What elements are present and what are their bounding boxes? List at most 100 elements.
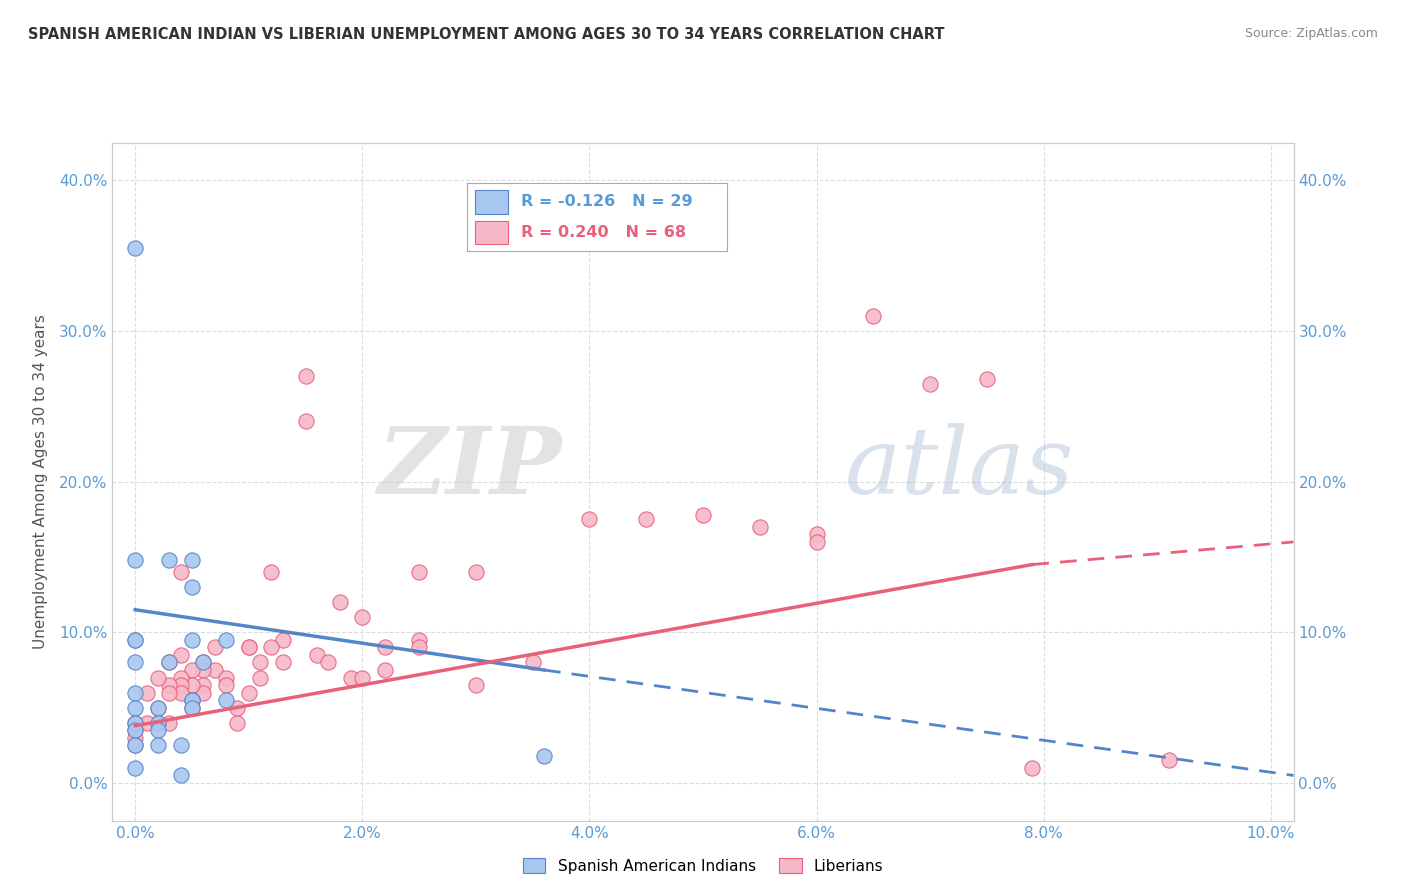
Point bbox=[124, 632, 146, 647]
Point bbox=[522, 656, 544, 670]
Point bbox=[169, 685, 191, 699]
Point bbox=[135, 715, 157, 730]
Point bbox=[124, 656, 146, 670]
Point bbox=[157, 685, 180, 699]
Point bbox=[374, 663, 396, 677]
Point bbox=[135, 685, 157, 699]
Point bbox=[249, 671, 271, 685]
Point bbox=[193, 663, 215, 677]
Point bbox=[260, 640, 283, 655]
Point bbox=[157, 656, 180, 670]
Point bbox=[636, 512, 658, 526]
Point bbox=[169, 565, 191, 579]
Point bbox=[181, 700, 204, 714]
Point bbox=[260, 565, 283, 579]
Point bbox=[124, 700, 146, 714]
Point bbox=[238, 640, 260, 655]
Point bbox=[124, 731, 146, 745]
Point bbox=[294, 414, 316, 428]
Point bbox=[215, 671, 238, 685]
Text: SPANISH AMERICAN INDIAN VS LIBERIAN UNEMPLOYMENT AMONG AGES 30 TO 34 YEARS CORRE: SPANISH AMERICAN INDIAN VS LIBERIAN UNEM… bbox=[28, 27, 945, 42]
Point bbox=[146, 715, 169, 730]
Text: R = -0.126   N = 29: R = -0.126 N = 29 bbox=[522, 194, 693, 210]
Point bbox=[181, 693, 204, 707]
Point bbox=[146, 715, 169, 730]
Point bbox=[157, 656, 180, 670]
Point bbox=[124, 715, 146, 730]
Point bbox=[374, 640, 396, 655]
Point bbox=[352, 610, 374, 624]
Point bbox=[124, 241, 146, 255]
Point bbox=[157, 553, 180, 567]
Point bbox=[146, 700, 169, 714]
Point bbox=[806, 527, 828, 541]
Point bbox=[181, 693, 204, 707]
Point bbox=[238, 640, 260, 655]
Point bbox=[1157, 753, 1180, 767]
Point bbox=[169, 671, 191, 685]
Point bbox=[124, 723, 146, 738]
Point bbox=[169, 739, 191, 753]
Bar bbox=[475, 190, 509, 214]
Point bbox=[193, 678, 215, 692]
Point bbox=[124, 685, 146, 699]
Point bbox=[1021, 761, 1043, 775]
Point bbox=[193, 685, 215, 699]
Text: ZIP: ZIP bbox=[377, 423, 561, 513]
Point bbox=[204, 663, 226, 677]
Point bbox=[464, 565, 486, 579]
Point bbox=[124, 553, 146, 567]
Point bbox=[181, 700, 204, 714]
Y-axis label: Unemployment Among Ages 30 to 34 years: Unemployment Among Ages 30 to 34 years bbox=[32, 314, 48, 649]
Point bbox=[124, 723, 146, 738]
Point bbox=[862, 309, 884, 323]
Point bbox=[124, 761, 146, 775]
Point bbox=[146, 671, 169, 685]
Point bbox=[193, 656, 215, 670]
Point bbox=[464, 678, 486, 692]
Point bbox=[215, 678, 238, 692]
Point bbox=[204, 640, 226, 655]
Point bbox=[124, 632, 146, 647]
Point bbox=[748, 520, 770, 534]
Point bbox=[181, 580, 204, 594]
Bar bbox=[475, 220, 509, 244]
Point bbox=[169, 648, 191, 662]
Legend: Spanish American Indians, Liberians: Spanish American Indians, Liberians bbox=[516, 852, 890, 880]
Text: Source: ZipAtlas.com: Source: ZipAtlas.com bbox=[1244, 27, 1378, 40]
Point bbox=[578, 512, 600, 526]
Point bbox=[181, 553, 204, 567]
Point bbox=[215, 632, 238, 647]
Point bbox=[169, 768, 191, 782]
Point bbox=[249, 656, 271, 670]
Point bbox=[408, 565, 430, 579]
Point bbox=[181, 663, 204, 677]
Point bbox=[181, 693, 204, 707]
Point bbox=[806, 535, 828, 549]
Point bbox=[408, 632, 430, 647]
Point bbox=[226, 715, 249, 730]
Point bbox=[124, 715, 146, 730]
Point bbox=[157, 715, 180, 730]
Point bbox=[976, 372, 998, 386]
Point bbox=[238, 685, 260, 699]
Point bbox=[215, 693, 238, 707]
Point bbox=[181, 678, 204, 692]
Point bbox=[294, 369, 316, 384]
Point bbox=[181, 632, 204, 647]
Text: R = 0.240   N = 68: R = 0.240 N = 68 bbox=[522, 225, 686, 240]
Point bbox=[352, 671, 374, 685]
Point bbox=[146, 723, 169, 738]
Point bbox=[692, 508, 714, 522]
Point bbox=[169, 678, 191, 692]
Text: atlas: atlas bbox=[845, 423, 1074, 513]
Point bbox=[226, 700, 249, 714]
Point bbox=[340, 671, 363, 685]
Point bbox=[316, 656, 339, 670]
Point bbox=[124, 739, 146, 753]
Point bbox=[305, 648, 328, 662]
Point bbox=[146, 739, 169, 753]
Point bbox=[329, 595, 352, 609]
Point bbox=[271, 656, 294, 670]
Point bbox=[271, 632, 294, 647]
